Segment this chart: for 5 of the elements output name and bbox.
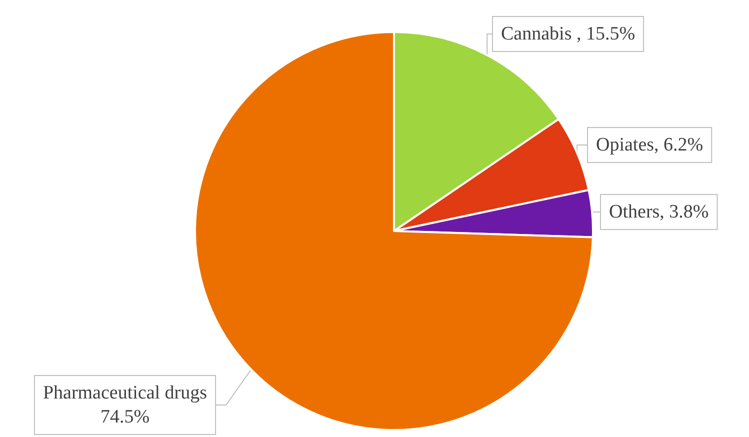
slice-label: Pharmaceutical drugs [42,382,208,404]
slice-label: Cannabis , 15.5% [500,24,636,44]
slice-label: Opiates, 6.2% [596,134,704,156]
slice-label: Others, 3.8% [609,202,709,222]
data-label: 74.5% [100,406,150,428]
